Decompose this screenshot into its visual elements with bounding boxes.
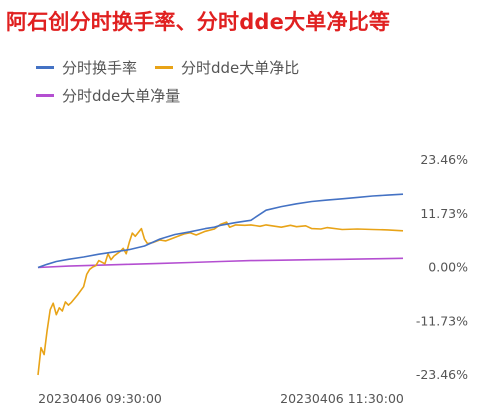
- y-tick-label: -23.46%: [416, 367, 468, 382]
- y-tick-label: 23.46%: [420, 152, 468, 167]
- chart-title: 阿石创分时换手率、分时dde大单净比等: [6, 10, 391, 34]
- series-line-dde-ratio: [37, 221, 404, 376]
- y-tick-label: 11.73%: [420, 206, 468, 221]
- legend-item-dde-ratio[interactable]: 分时dde大单净比: [155, 57, 299, 78]
- legend-swatch-dde-ratio: [155, 66, 173, 69]
- series-line-dde-volume: [37, 257, 404, 269]
- x-tick-label: 20230406 09:30:00: [38, 391, 162, 406]
- legend-label-dde-volume: 分时dde大单净量: [62, 87, 181, 105]
- legend-item-turnover[interactable]: 分时换手率: [36, 57, 137, 78]
- y-tick-label: 0.00%: [428, 260, 468, 275]
- legend-item-dde-volume[interactable]: 分时dde大单净量: [36, 85, 180, 106]
- x-tick-label: 20230406 11:30:00: [280, 391, 404, 406]
- legend-label-turnover: 分时换手率: [62, 59, 138, 77]
- legend-swatch-turnover: [36, 66, 54, 69]
- series-line-turnover: [37, 193, 404, 269]
- legend-label-dde-ratio: 分时dde大单净比: [181, 59, 300, 77]
- y-tick-label: -11.73%: [416, 313, 468, 328]
- legend-swatch-dde-volume: [36, 94, 54, 97]
